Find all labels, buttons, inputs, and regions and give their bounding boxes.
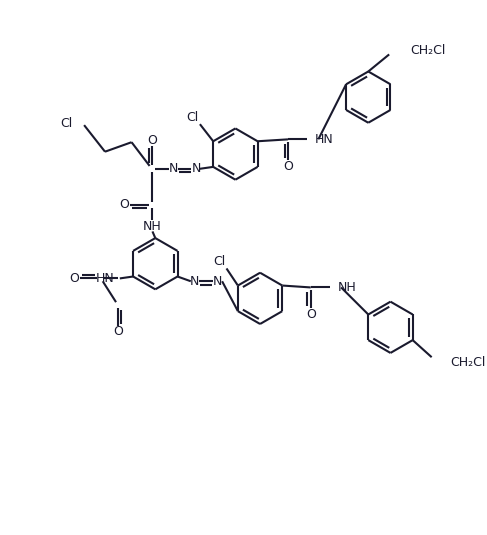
Text: HN: HN <box>95 272 114 285</box>
Text: O: O <box>148 134 157 147</box>
Text: N: N <box>169 162 178 175</box>
Text: O: O <box>306 309 316 322</box>
Text: N: N <box>191 162 201 175</box>
Text: O: O <box>113 325 123 338</box>
Text: N: N <box>213 275 222 288</box>
Text: O: O <box>283 160 293 173</box>
Text: Cl: Cl <box>60 117 73 129</box>
Text: CH₂Cl: CH₂Cl <box>450 356 486 369</box>
Text: N: N <box>190 275 199 288</box>
Text: Cl: Cl <box>213 255 225 269</box>
Text: Cl: Cl <box>186 111 198 124</box>
Text: O: O <box>119 198 129 211</box>
Text: HN: HN <box>315 133 333 146</box>
Text: NH: NH <box>337 281 356 294</box>
Text: NH: NH <box>143 220 162 233</box>
Text: O: O <box>69 272 79 285</box>
Text: CH₂Cl: CH₂Cl <box>410 44 446 57</box>
